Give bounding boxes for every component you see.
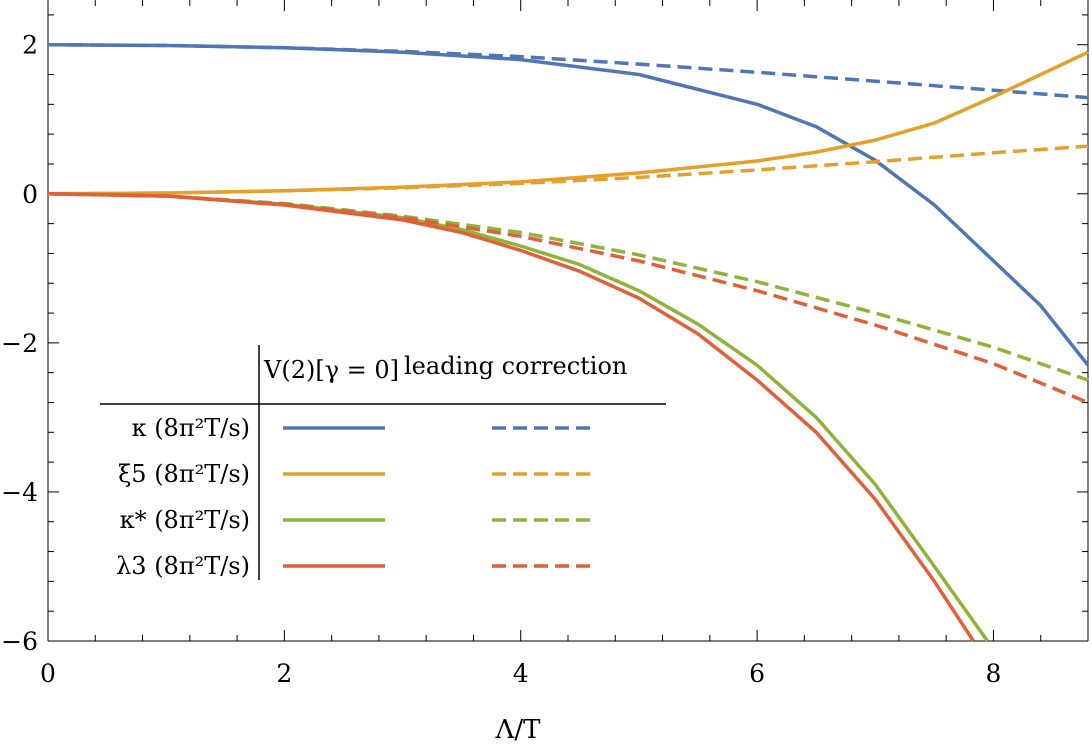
legend-row-label: λ3 (8π²T/s) [116, 552, 250, 580]
dashed-series-line [47, 42, 1089, 100]
dashed-series-line [47, 144, 1089, 196]
legend-row-label: κ* (8π²T/s) [120, 506, 250, 534]
tick-labels: 0 2 4 6 8 2 0 −2 −4 −6 [1, 31, 1001, 688]
x-tick-label: 6 [749, 659, 765, 688]
legend-header-dashed: leading correction [404, 352, 627, 380]
y-tick-label: −6 [1, 627, 38, 656]
legend-header-solid: V(2)[γ = 0] [263, 356, 399, 384]
x-tick-label: 2 [276, 659, 292, 688]
x-tick-label: 4 [513, 659, 529, 688]
x-axis-title: Λ/T [495, 715, 542, 745]
y-tick-label: 0 [22, 180, 38, 209]
y-tick-label: −4 [1, 478, 38, 507]
legend-background [100, 345, 666, 583]
x-tick-label: 8 [986, 659, 1002, 688]
y-tick-label: 2 [22, 31, 38, 60]
x-tick-label: 0 [40, 659, 56, 688]
legend-row-label: ξ5 (8π²T/s) [118, 460, 250, 488]
solid-series-line [47, 50, 1089, 196]
axis-ticks [47, 0, 1089, 642]
solid-series-line [47, 42, 1090, 367]
y-tick-label: −2 [1, 329, 38, 358]
legend-row-label: κ (8π²T/s) [132, 414, 250, 442]
legend: V(2)[γ = 0] leading correction κ (8π²T/s) ξ… [100, 345, 666, 583]
dashed-series-line [47, 192, 1089, 405]
series-group [47, 42, 1090, 643]
